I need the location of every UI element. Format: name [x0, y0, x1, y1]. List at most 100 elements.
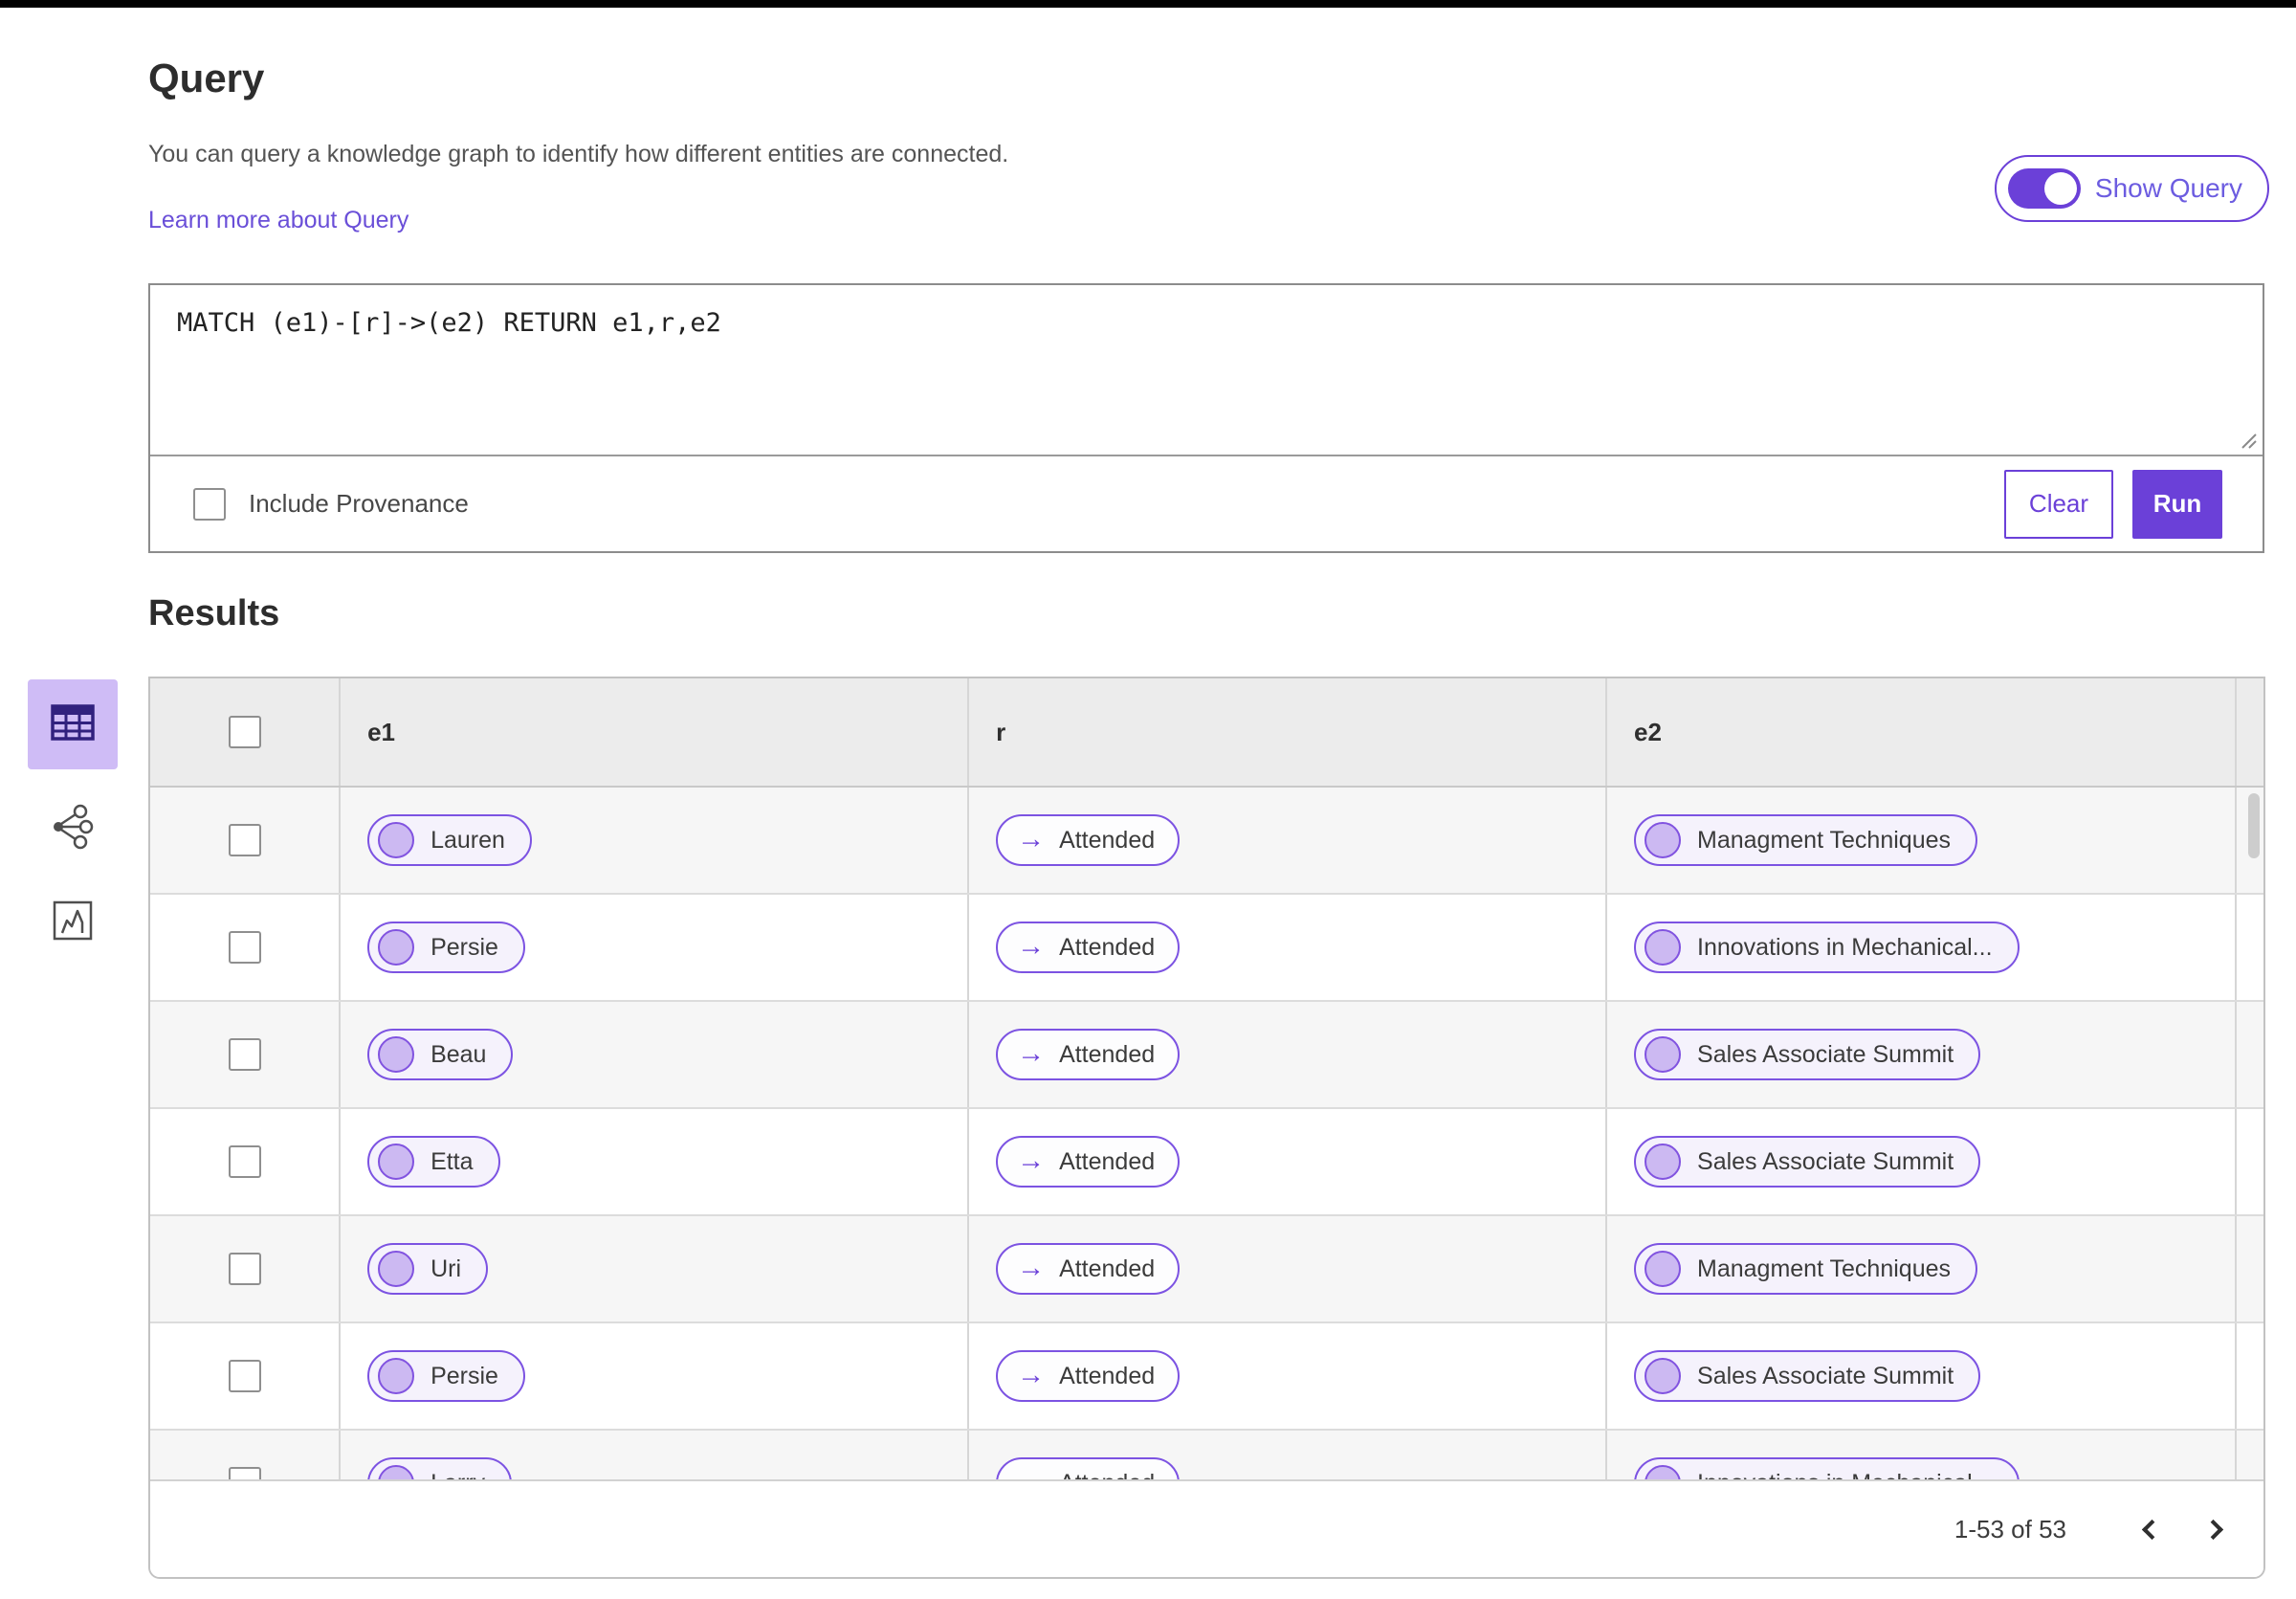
cell-e2: Sales Associate Summit [1607, 1002, 2238, 1107]
table-row: Larry → Attended Innovations in Mechanic… [150, 1431, 2263, 1479]
cell-e1: Lauren [341, 788, 970, 893]
arrow-right-icon: → [1017, 1144, 1046, 1176]
relation-pill[interactable]: → Attended [996, 1136, 1181, 1188]
cell-select [150, 788, 342, 893]
table-row: Lauren → Attended Managment Techniques [150, 788, 2263, 895]
column-header-e2: e2 [1634, 717, 1662, 746]
resize-grip-icon[interactable] [2235, 427, 2258, 450]
query-editor: MATCH (e1)-[r]->(e2) RETURN e1,r,e2 Incl… [148, 283, 2264, 553]
entity-dot-icon [378, 1358, 415, 1394]
graph-icon [50, 804, 96, 855]
arrow-right-icon: → [1017, 1359, 1046, 1390]
relation-pill[interactable]: → Attended [996, 1457, 1181, 1479]
header-select-cell [150, 678, 342, 786]
row-checkbox[interactable] [228, 1360, 261, 1392]
cell-select [150, 1431, 342, 1479]
cell-select [150, 895, 342, 1000]
entity-dot-icon [378, 1465, 415, 1479]
cell-e2: Innovations in Mechanical... [1607, 895, 2238, 1000]
row-checkbox[interactable] [228, 1467, 261, 1479]
arrow-right-icon: → [1017, 1468, 1045, 1479]
next-page-button[interactable] [2193, 1506, 2239, 1552]
cell-e1: Persie [341, 895, 970, 1000]
relation-pill[interactable]: → Attended [996, 1350, 1181, 1402]
cell-r: → Attended [969, 1002, 1608, 1107]
page-description: You can query a knowledge graph to ident… [148, 141, 1009, 167]
arrow-right-icon: → [1017, 1037, 1046, 1069]
e1-pill[interactable]: Beau [367, 1029, 514, 1080]
cell-e1: Larry [341, 1431, 970, 1479]
row-checkbox[interactable] [228, 931, 261, 964]
cell-e1: Persie [341, 1323, 970, 1429]
table-header-row: e1 r e2 [150, 678, 2263, 788]
prev-page-button[interactable] [2126, 1506, 2172, 1552]
show-query-toggle[interactable]: Show Query [1994, 155, 2269, 222]
entity-dot-icon [1645, 929, 1682, 966]
relation-pill[interactable]: → Attended [996, 1243, 1181, 1295]
cell-e2: Innovations in Mechanical... [1607, 1431, 2238, 1479]
table-row: Beau → Attended Sales Associate Summit [150, 1002, 2263, 1109]
e2-pill[interactable]: Innovations in Mechanical... [1634, 1457, 2020, 1479]
cell-r: → Attended [969, 788, 1608, 893]
view-tab-graph[interactable] [28, 794, 118, 863]
entity-dot-icon [1645, 822, 1682, 858]
entity-dot-icon [378, 1251, 415, 1287]
relation-pill[interactable]: → Attended [996, 814, 1181, 866]
table-row: Etta → Attended Sales Associate Summit [150, 1109, 2263, 1216]
row-checkbox[interactable] [228, 1145, 261, 1178]
chart-icon [51, 899, 95, 947]
e1-pill[interactable]: Etta [367, 1136, 500, 1188]
e2-pill[interactable]: Managment Techniques [1634, 814, 1978, 866]
table-icon [49, 699, 97, 751]
e1-pill[interactable]: Larry [367, 1457, 513, 1479]
learn-more-link[interactable]: Learn more about Query [148, 207, 409, 233]
e1-pill[interactable]: Uri [367, 1243, 488, 1295]
run-button[interactable]: Run [2132, 469, 2222, 539]
cell-r: → Attended [969, 1431, 1608, 1479]
top-border [0, 0, 2296, 8]
entity-dot-icon [378, 929, 415, 966]
cell-e1: Uri [341, 1216, 970, 1321]
chevron-right-icon [2202, 1519, 2223, 1540]
cell-e1: Beau [341, 1002, 970, 1107]
e1-pill[interactable]: Persie [367, 1350, 525, 1402]
row-checkbox[interactable] [228, 1253, 261, 1285]
row-checkbox[interactable] [228, 824, 261, 856]
cell-select [150, 1323, 342, 1429]
row-checkbox[interactable] [228, 1038, 261, 1071]
query-toolbar: Include Provenance Clear Run [150, 456, 2263, 551]
cell-e2: Sales Associate Summit [1607, 1323, 2238, 1429]
table-body: Lauren → Attended Managment Techniques P… [150, 788, 2263, 1479]
query-input[interactable]: MATCH (e1)-[r]->(e2) RETURN e1,r,e2 [150, 285, 2263, 456]
chevron-left-icon [2141, 1519, 2162, 1540]
cell-r: → Attended [969, 1216, 1608, 1321]
e2-pill[interactable]: Managment Techniques [1634, 1243, 1978, 1295]
include-provenance: Include Provenance [193, 487, 469, 521]
arrow-right-icon: → [1017, 1252, 1046, 1283]
select-all-checkbox[interactable] [228, 716, 261, 748]
cell-r: → Attended [969, 1109, 1608, 1214]
entity-dot-icon [378, 1144, 415, 1180]
relation-pill[interactable]: → Attended [996, 1029, 1181, 1080]
table-scrollbar-thumb[interactable] [2248, 793, 2260, 858]
clear-button[interactable]: Clear [2004, 469, 2113, 539]
e1-pill[interactable]: Lauren [367, 814, 532, 866]
include-provenance-label: Include Provenance [249, 489, 469, 518]
show-query-label: Show Query [2094, 173, 2242, 203]
e2-pill[interactable]: Innovations in Mechanical... [1634, 922, 2020, 973]
table-row: Persie → Attended Sales Associate Summit [150, 1323, 2263, 1431]
entity-dot-icon [1645, 1251, 1682, 1287]
toggle-switch-icon [2007, 168, 2081, 209]
include-provenance-checkbox[interactable] [193, 487, 226, 521]
view-tab-chart[interactable] [28, 888, 118, 957]
entity-dot-icon [378, 822, 415, 858]
relation-pill[interactable]: → Attended [996, 922, 1181, 973]
column-header-e1: e1 [367, 717, 395, 746]
e2-pill[interactable]: Sales Associate Summit [1634, 1029, 1981, 1080]
e1-pill[interactable]: Persie [367, 922, 525, 973]
view-tab-table[interactable] [28, 679, 118, 769]
e2-pill[interactable]: Sales Associate Summit [1634, 1136, 1981, 1188]
entity-dot-icon [1645, 1358, 1682, 1394]
e2-pill[interactable]: Sales Associate Summit [1634, 1350, 1981, 1402]
